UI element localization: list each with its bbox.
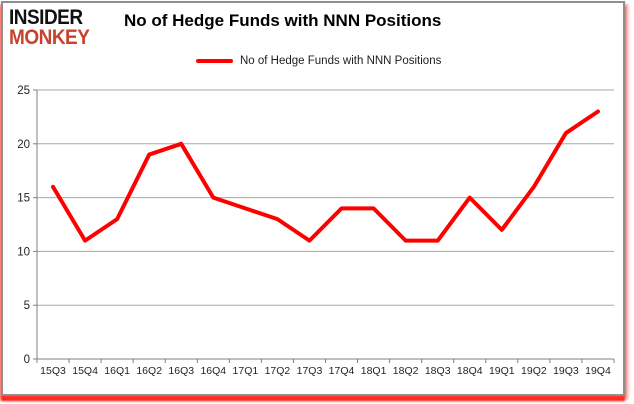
x-axis-label-17Q3: 17Q3	[297, 365, 323, 377]
x-axis-label-16Q2: 16Q2	[136, 365, 162, 377]
x-axis-label-15Q3: 15Q3	[40, 365, 66, 377]
x-axis-label-17Q1: 17Q1	[233, 365, 259, 377]
y-axis-label-15: 15	[17, 193, 30, 205]
legend: No of Hedge Funds with NNN Positions	[196, 55, 441, 67]
y-axis-label-5: 5	[24, 300, 30, 312]
x-axis-label-19Q1: 19Q1	[489, 365, 515, 377]
x-axis-label-16Q1: 16Q1	[104, 365, 130, 377]
logo-line-monkey: MONKEY	[9, 26, 90, 50]
legend-label: No of Hedge Funds with NNN Positions	[240, 55, 442, 67]
insider-monkey-logo: INSIDER MONKEY	[9, 5, 90, 50]
x-axis-label-19Q3: 19Q3	[553, 365, 579, 377]
legend-line-swatch	[196, 59, 233, 63]
chart-title: No of Hedge Funds with NNN Positions	[124, 11, 442, 30]
x-axis-label-18Q2: 18Q2	[393, 365, 419, 377]
y-axis-label-0: 0	[24, 354, 30, 366]
y-axis-label-25: 25	[17, 85, 30, 97]
logo-line-insider: INSIDER	[9, 5, 83, 30]
x-axis-label-18Q4: 18Q4	[457, 365, 483, 377]
chart-frame	[1, 1, 625, 396]
x-axis-label-17Q4: 17Q4	[329, 365, 355, 377]
x-axis-label-18Q3: 18Q3	[425, 365, 451, 377]
x-axis-label-16Q3: 16Q3	[168, 365, 194, 377]
y-axis-label-10: 10	[17, 246, 30, 258]
x-axis-label-18Q1: 18Q1	[361, 365, 387, 377]
series-line	[51, 109, 600, 243]
x-axis-label-19Q4: 19Q4	[585, 365, 611, 377]
x-axis-label-17Q2: 17Q2	[265, 365, 291, 377]
x-axis-label-15Q4: 15Q4	[72, 365, 98, 377]
x-axis-label-19Q2: 19Q2	[521, 365, 547, 377]
y-axis-label-20: 20	[17, 139, 30, 151]
x-axis-label-16Q4: 16Q4	[200, 365, 226, 377]
